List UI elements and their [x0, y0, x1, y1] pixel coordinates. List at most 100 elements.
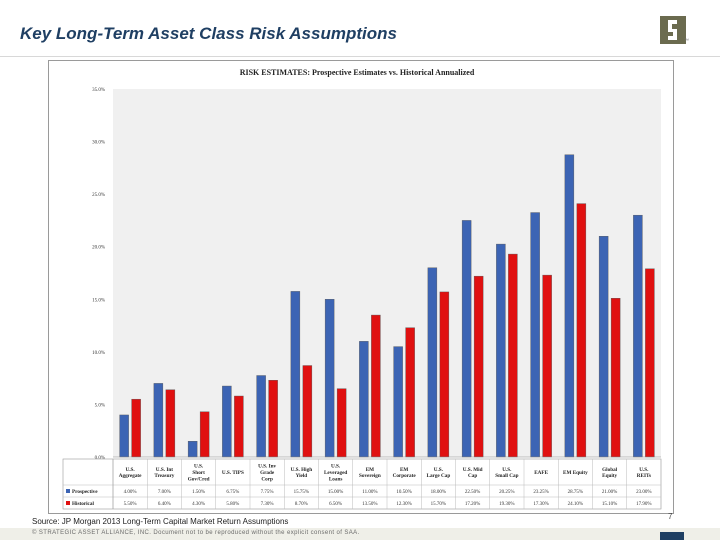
x-category-label: U.S. REITs: [637, 467, 651, 479]
data-value-label: 1.50%: [192, 490, 205, 495]
bar-historical: [165, 389, 176, 458]
data-value-label: 6.50%: [329, 502, 342, 507]
bar-historical: [371, 314, 381, 458]
legend-key-historical: [66, 501, 70, 505]
data-value-label: 23.00%: [636, 490, 651, 495]
bar-prospective: [187, 441, 198, 458]
x-category-label: U.S. Mid Cap: [463, 467, 483, 479]
bar-prospective: [324, 299, 335, 458]
x-category-label: U.S. Small Cap: [495, 467, 518, 479]
legend-label-prospective: Prospective: [72, 489, 98, 495]
data-value-label: 13.50%: [362, 502, 377, 507]
bar-prospective: [461, 220, 472, 458]
data-value-label: 19.30%: [499, 502, 514, 507]
chart-frame: RISK ESTIMATES: Prospective Estimates vs…: [48, 60, 674, 514]
y-tick-label: 10.0%: [92, 351, 105, 356]
bar-historical: [199, 411, 210, 458]
data-value-label: 17.20%: [465, 502, 480, 507]
data-value-label: 28.75%: [568, 490, 583, 495]
data-value-label: 6.40%: [158, 502, 171, 507]
copyright-notice: © STRATEGIC ASSET ALLIANCE, INC. Documen…: [32, 530, 360, 536]
x-category-label: EM Corporate: [393, 467, 417, 479]
y-tick-label: 15.0%: [92, 298, 105, 303]
y-tick-label: 30.0%: [92, 141, 105, 146]
bar-historical: [473, 275, 484, 458]
legend-key-prospective: [66, 489, 70, 493]
y-tick-label: 35.0%: [92, 88, 105, 93]
x-category-label: U.S. Aggregate: [119, 467, 142, 479]
trademark-mark: ™: [684, 38, 689, 44]
data-table: [62, 458, 662, 510]
bar-prospective: [633, 214, 643, 458]
x-category-label: EAFE: [534, 470, 548, 476]
y-tick-label: 5.0%: [95, 403, 105, 408]
bar-historical: [439, 291, 450, 458]
data-value-label: 7.30%: [261, 502, 274, 507]
data-value-label: 10.50%: [396, 490, 411, 495]
data-value-label: 24.10%: [568, 502, 583, 507]
bar-historical: [542, 274, 552, 458]
bar-prospective: [290, 291, 301, 458]
chart-title: RISK ESTIMATES: Prospective Estimates vs…: [240, 68, 475, 77]
data-value-label: 4.30%: [192, 502, 205, 507]
data-value-label: 17.90%: [636, 502, 651, 507]
bar-historical: [131, 398, 141, 458]
footer-accent-block: [660, 532, 684, 540]
data-value-label: 15.00%: [328, 490, 343, 495]
data-value-label: 15.75%: [294, 490, 309, 495]
bar-prospective: [427, 267, 438, 458]
risk-chart: RISK ESTIMATES: Prospective Estimates vs…: [62, 68, 662, 510]
page-number: 7: [668, 512, 673, 521]
data-value-label: 20.25%: [499, 490, 514, 495]
bar-historical: [336, 388, 347, 458]
data-value-label: 18.00%: [431, 490, 446, 495]
bar-prospective: [153, 383, 164, 458]
bar-historical: [302, 365, 313, 458]
bar-historical: [610, 298, 621, 458]
data-value-label: 23.25%: [533, 490, 548, 495]
bar-historical: [268, 380, 278, 458]
x-category-label: EM Equity: [563, 470, 588, 476]
legend-label-historical: Historical: [72, 501, 94, 507]
x-category-label: U.S. TIPS: [222, 470, 244, 476]
data-value-label: 4.00%: [124, 490, 137, 495]
data-value-label: 15.10%: [602, 502, 617, 507]
bar-historical: [405, 327, 415, 458]
bar-prospective: [598, 235, 609, 458]
data-value-label: 7.75%: [261, 490, 274, 495]
x-category-label: U.S. Leveraged Loans: [324, 464, 347, 483]
data-value-label: 6.75%: [226, 490, 239, 495]
y-tick-label: 20.0%: [92, 246, 105, 251]
bar-historical: [234, 395, 244, 458]
y-tick-label: 25.0%: [92, 193, 105, 198]
source-note: Source: JP Morgan 2013 Long-Term Capital…: [32, 517, 289, 526]
bar-prospective: [119, 414, 129, 458]
x-category-label: Global Equity: [602, 467, 618, 479]
data-value-label: 17.30%: [533, 502, 548, 507]
bar-prospective: [256, 375, 266, 458]
bar-prospective: [564, 154, 575, 458]
y-tick-label: 0.0%: [95, 456, 105, 461]
bar-prospective: [359, 341, 369, 458]
data-value-label: 11.00%: [362, 490, 377, 495]
x-category-label: U.S. Inv Grade Corp: [258, 464, 276, 483]
data-value-label: 8.70%: [295, 502, 308, 507]
bar-prospective: [496, 243, 506, 458]
page-title: Key Long-Term Asset Class Risk Assumptio…: [20, 24, 397, 43]
x-category-label: U.S. Large Cap: [426, 467, 450, 479]
x-category-label: EM Sovereign: [359, 467, 381, 479]
data-value-label: 15.70%: [431, 502, 446, 507]
data-value-label: 5.50%: [124, 502, 137, 507]
data-value-label: 5.80%: [226, 502, 239, 507]
bar-prospective: [222, 385, 232, 458]
bar-historical: [576, 203, 587, 458]
saa-logo-icon: [660, 16, 686, 44]
x-category-label: U.S. Int Treasury: [154, 467, 174, 479]
footer-bar: [0, 528, 720, 540]
x-category-label: U.S. High Yield: [291, 467, 313, 479]
header: Key Long-Term Asset Class Risk Assumptio…: [0, 0, 720, 57]
data-value-label: 22.50%: [465, 490, 480, 495]
data-value-label: 12.30%: [396, 502, 411, 507]
bar-prospective: [530, 212, 540, 458]
x-category-label: U.S. Short Gov/Cred: [188, 464, 210, 483]
